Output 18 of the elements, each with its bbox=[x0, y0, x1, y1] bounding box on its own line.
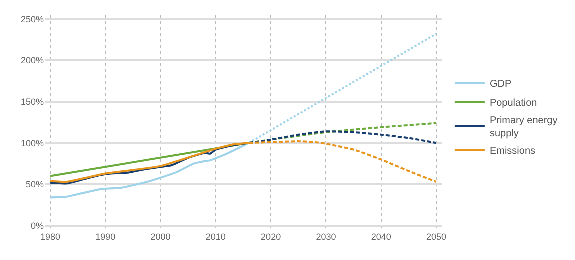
legend-label: Population bbox=[490, 98, 538, 110]
y-tick-label: 50% bbox=[26, 180, 44, 190]
x-tick-label: 2030 bbox=[316, 232, 336, 242]
legend-label: Emissions bbox=[490, 146, 536, 158]
x-tick-label: 2020 bbox=[261, 232, 282, 242]
x-tick-label: 1990 bbox=[96, 232, 116, 242]
x-tick-label: 2040 bbox=[371, 232, 392, 242]
x-tick-label: 2000 bbox=[150, 232, 171, 242]
y-tick-label: 250% bbox=[20, 14, 44, 24]
x-tick-label: 2050 bbox=[426, 232, 447, 242]
y-tick-label: 150% bbox=[20, 96, 44, 107]
y-tick-label: 200% bbox=[20, 56, 44, 66]
legend-label: GDP bbox=[490, 79, 512, 90]
y-tick-label: 100% bbox=[20, 138, 44, 148]
legend-label: Primary energy supply bbox=[490, 116, 558, 140]
x-tick-label: 2010 bbox=[206, 232, 226, 242]
x-tick-label: 1980 bbox=[40, 232, 61, 242]
y-tick-label: 0% bbox=[30, 221, 44, 232]
